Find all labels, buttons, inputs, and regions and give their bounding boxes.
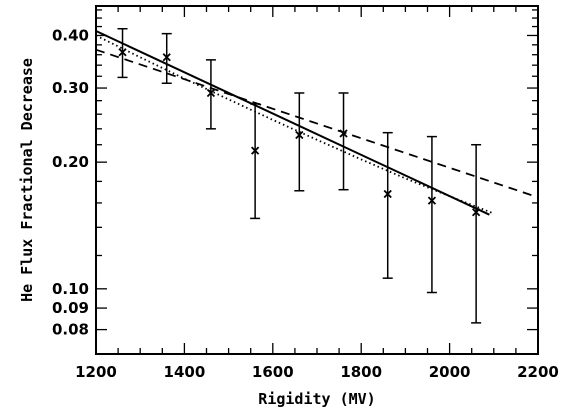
y-tick-label: 0.08 (52, 321, 89, 339)
y-tick-label: 0.09 (52, 299, 89, 317)
data-point-marker (295, 130, 304, 140)
x-tick-label: 2000 (429, 363, 471, 381)
data-point-marker (162, 53, 171, 62)
y-tick-label: 0.10 (52, 280, 89, 298)
y-tick-label: 0.30 (52, 79, 89, 97)
x-tick-label: 1800 (340, 363, 382, 381)
x-axis-title: Rigidity (MV) (258, 390, 375, 408)
fit-lines (95, 30, 539, 216)
tick-labels: 1200 1400 1600 1800 2000 2200 0.08 0.090.10 0.20… (52, 26, 559, 381)
fit-line-dashed (95, 48, 539, 199)
fit-line-solid (95, 30, 490, 216)
y-tick-label: 0.40 (52, 26, 89, 44)
data-point-marker (383, 189, 392, 199)
data-point-marker (471, 208, 481, 217)
data-point-marker (250, 146, 260, 155)
y-axis-title: He Flux Fractional Decrease (18, 58, 36, 302)
fit-line-dotted (95, 34, 495, 215)
data-point-marker (206, 88, 216, 98)
axis-ticks (95, 6, 539, 355)
x-tick-label: 1600 (252, 363, 294, 381)
data-point-marker (427, 196, 437, 205)
data-point-marker (118, 48, 127, 57)
x-tick-label: 1400 (164, 363, 206, 381)
data-point-marker (339, 129, 348, 138)
data-points (117, 27, 482, 324)
x-tick-label: 2200 (517, 363, 559, 381)
y-tick-label: 0.20 (52, 153, 89, 171)
plot-area-frame (95, 5, 539, 355)
x-tick-label: 1200 (75, 363, 117, 381)
